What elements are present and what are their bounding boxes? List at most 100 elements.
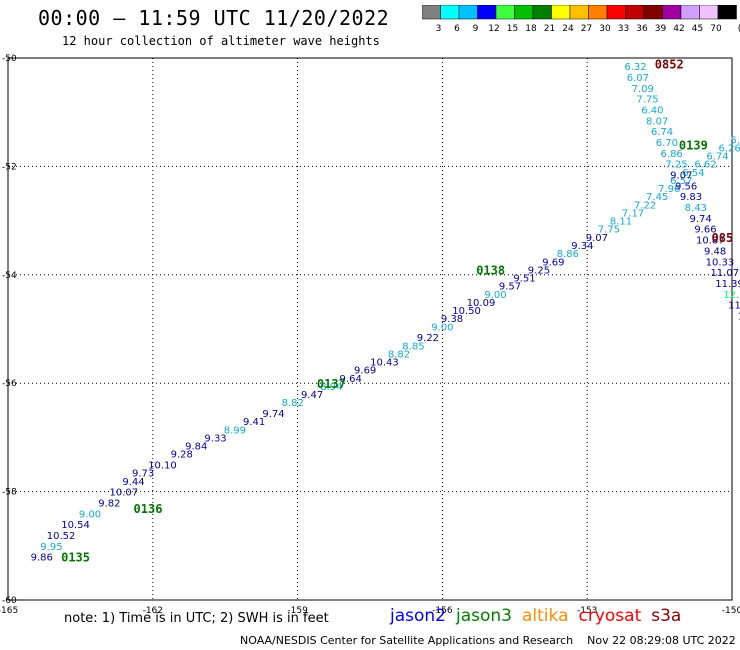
wave-height-point: 10.07	[110, 488, 139, 499]
pass-time-label: 0138	[476, 263, 505, 277]
pass-time-label: 0136	[134, 502, 163, 516]
satellite-legend: jason2 jason3 altika cryosat s3a	[390, 606, 691, 626]
wave-height-point: 8.82	[388, 349, 410, 360]
pass-time-label: 0852	[655, 57, 684, 71]
plot-frame	[7, 57, 733, 601]
wave-height-point: 9.83	[680, 192, 702, 203]
colorbar-tick-label: 45	[692, 24, 703, 34]
wave-height-point: 8.86	[557, 249, 579, 260]
wave-height-point: 9.00	[484, 290, 506, 301]
wave-height-point: 8.94	[320, 382, 342, 393]
wave-height-point: 7.17	[622, 208, 644, 219]
wave-height-point: 12.5	[723, 290, 740, 301]
wave-height-point: 9.38	[441, 314, 463, 325]
wave-height-point: 6.74	[706, 152, 728, 163]
wave-height-point: 6.54	[682, 168, 704, 179]
y-tick-label: -58	[2, 488, 17, 498]
colorbar-tick-label: 21	[544, 24, 555, 34]
wave-height-point: 9.56	[675, 181, 697, 192]
wave-height-point: 10.50	[452, 306, 481, 317]
wave-height-point: 11.39	[715, 279, 740, 290]
wave-height-point: 9.41	[243, 417, 265, 428]
colorbar-tick-label: 9	[473, 24, 479, 34]
wave-height-point: 6.07	[627, 73, 649, 84]
legend-s3a: s3a	[651, 606, 682, 626]
x-tick-label: -153	[577, 606, 597, 616]
colorbar-tick-label: 27	[581, 24, 592, 34]
wave-height-point: 11.07	[710, 268, 739, 279]
wave-height-point: 10.10	[148, 461, 177, 472]
wave-height-point: 9.69	[542, 257, 564, 268]
wave-height-point: 9.34	[571, 241, 593, 252]
wave-height-point: 11	[738, 311, 740, 322]
colorbar-tick-label: 39	[655, 24, 667, 34]
y-tick-label: -52	[2, 162, 17, 172]
footer-note: note: 1) Time is in UTC; 2) SWH is in fe…	[64, 611, 329, 626]
wave-height-point: 9.74	[689, 214, 711, 225]
wave-height-point: 7.25	[665, 160, 687, 171]
wave-height-point: 7.45	[646, 192, 668, 203]
wave-height-point: 6.32	[624, 62, 646, 73]
wave-height-point: 9.00	[79, 509, 101, 520]
colorbar-tick-label: 33	[618, 24, 629, 34]
x-tick-label: -156	[432, 606, 453, 616]
wave-height-point: 7.22	[634, 200, 656, 211]
wave-height-point: 9.64	[340, 374, 362, 385]
wave-height-point: 6.40	[641, 105, 663, 116]
wave-height-point: 7.75	[636, 95, 658, 106]
wave-height-point: 9.69	[354, 366, 376, 377]
wave-height-point: 10.52	[47, 531, 76, 542]
wave-height-point: 6.26	[718, 143, 740, 154]
pass-time-label: 0137	[317, 377, 346, 391]
wave-height-point: 10.87	[696, 236, 725, 247]
y-tick-label: -54	[2, 271, 17, 281]
wave-height-point: 11.5	[728, 301, 740, 312]
wave-height-point: 10.09	[467, 298, 496, 309]
wave-height-point: 9.57	[499, 282, 521, 293]
wave-height-point: 9.95	[40, 542, 62, 553]
wave-height-point: 9.22	[417, 333, 439, 344]
wave-height-point: 7.09	[632, 84, 654, 95]
legend-jason3: jason3	[456, 606, 512, 626]
wave-height-point: 8.43	[685, 203, 707, 214]
legend-jason2: jason2	[390, 606, 446, 626]
wave-height-point: 9.07	[586, 233, 608, 244]
wave-height-point: 9.86	[31, 553, 53, 564]
chart-subtitle: 12 hour collection of altimeter wave hei…	[62, 34, 380, 48]
wave-height-point: 5.95	[731, 135, 740, 146]
colorbar-tick-label: 15	[507, 24, 518, 34]
colorbar-tick-label: (ft)	[738, 24, 740, 34]
wave-height-point: 9.66	[694, 225, 716, 236]
y-tick-label: -56	[2, 379, 17, 389]
pass-time-label: 0135	[61, 551, 90, 565]
x-tick-label: -165	[0, 606, 18, 616]
wave-height-point: 9.28	[171, 450, 193, 461]
wave-height-point: 9.25	[528, 265, 550, 276]
wave-height-point: 9.74	[262, 409, 284, 420]
wave-height-point: 9.82	[98, 498, 120, 509]
wave-height-point: 7.75	[598, 225, 620, 236]
wave-height-point: 6.57	[670, 176, 692, 187]
wave-height-point: 9.33	[204, 433, 226, 444]
wave-height-point: 9.47	[301, 390, 323, 401]
chart-title: 00:00 – 11:59 UTC 11/20/2022	[38, 6, 390, 30]
wave-height-point: 8.99	[224, 425, 246, 436]
colorbar-tick-label: 18	[525, 24, 537, 34]
x-tick-label: -150	[722, 606, 740, 616]
wave-height-point: 10.43	[370, 358, 399, 369]
wave-height-point: 6.86	[661, 149, 683, 160]
colorbar-tick-label: 70	[710, 24, 722, 34]
y-tick-label: -60	[2, 596, 17, 606]
wave-height-point: 10.33	[706, 257, 735, 268]
wave-height-point: 9.84	[185, 442, 207, 453]
colorbar-tick-label: 3	[436, 24, 442, 34]
wave-height-point: 6.74	[651, 127, 673, 138]
x-tick-label: -159	[287, 606, 308, 616]
y-tick-label: -50	[2, 54, 17, 64]
data-layer: 9.869.9510.5210.549.009.8210.079.449.731…	[31, 57, 740, 565]
pass-time-label: 0139	[679, 139, 708, 153]
legend-altika: altika	[522, 606, 569, 626]
wave-height-point: 8.82	[282, 398, 304, 409]
wave-height-point: 7.96	[658, 184, 680, 195]
